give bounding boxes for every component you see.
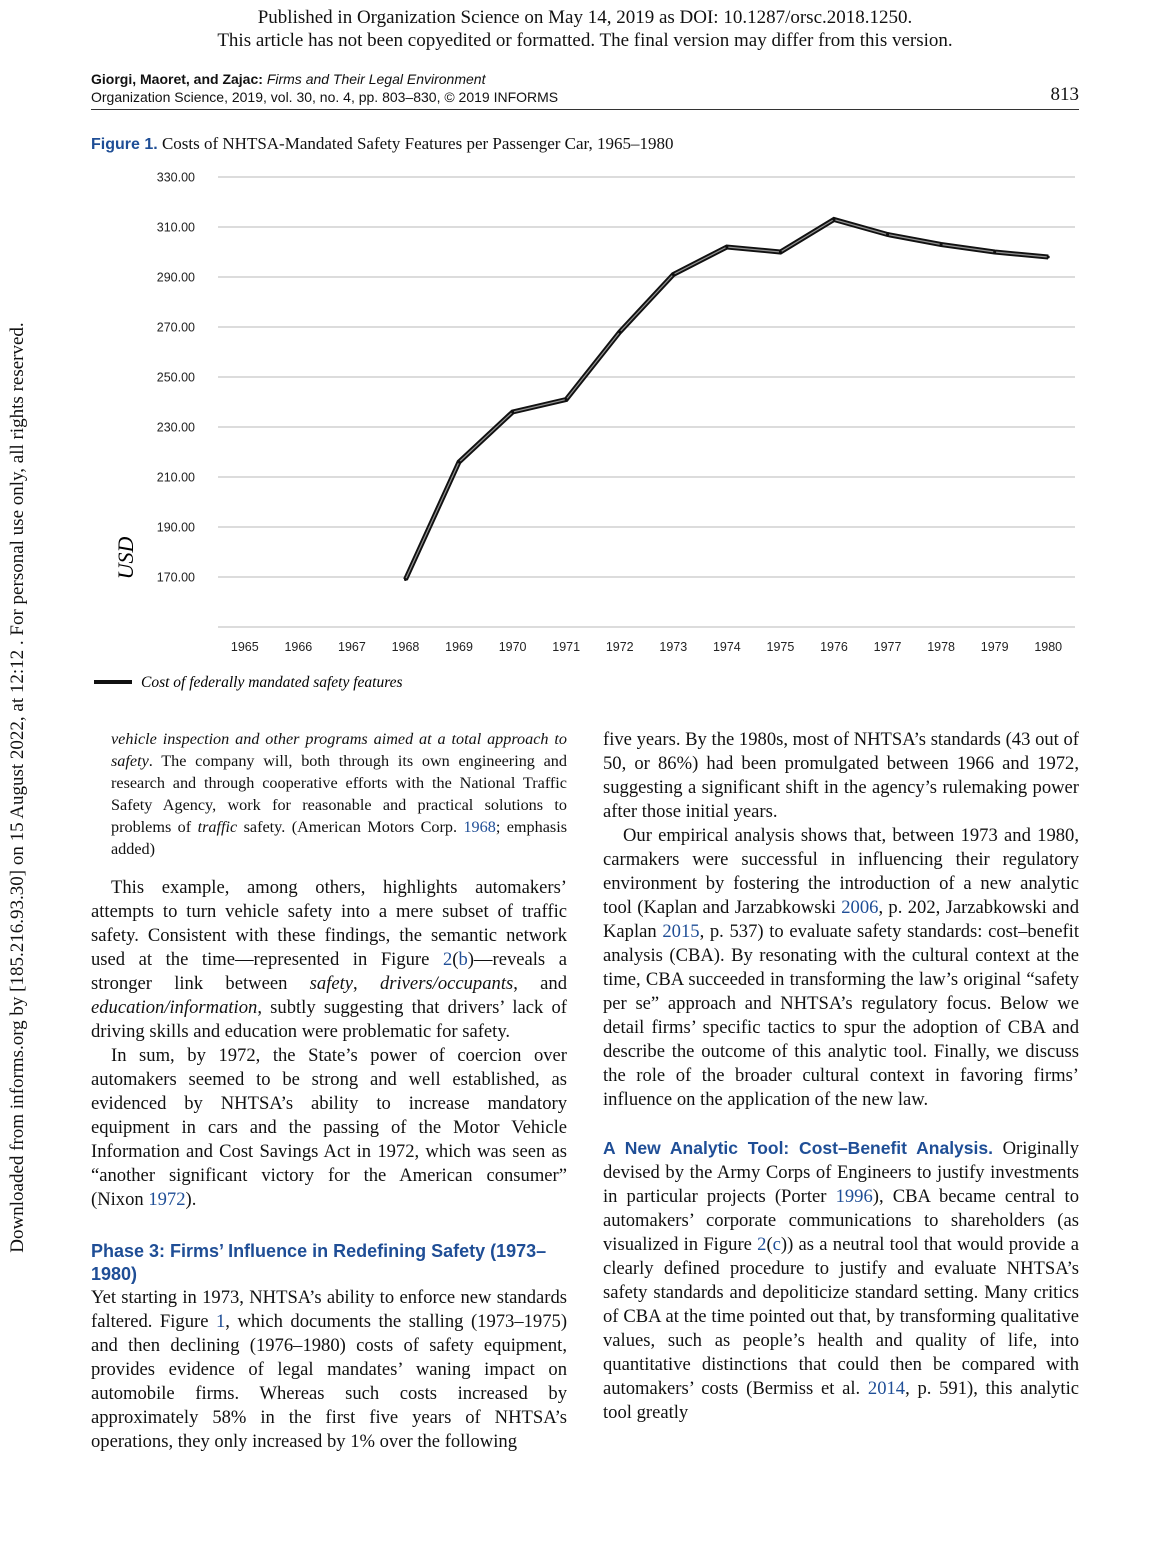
figure-link[interactable]: 1 [216,1311,226,1332]
y-tick-label: 190.00 [157,521,195,535]
series-line-highlight [404,218,1049,580]
x-tick-label: 1980 [1034,640,1062,654]
x-tick-label: 1975 [767,640,795,654]
citation-link[interactable]: 1968 [463,818,496,836]
data-point-1974 [725,245,729,249]
figure-link[interactable]: 2 [442,949,453,970]
legend-label: Cost of federally mandated safety featur… [141,674,403,691]
running-head-journal: Organization Science, 2019, vol. 30, no.… [91,89,559,105]
figure-label: Figure 1. [91,136,158,153]
quote-text: . The company will, both through its own… [111,752,567,836]
paragraph: five years. By the 1980s, most of NHTSA’… [603,729,1079,822]
y-tick-label: 230.00 [157,421,195,435]
figure-panel-link[interactable]: c [772,1234,781,1255]
x-tick-label: 1974 [713,640,741,654]
publication-notice: Published in Organization Science on May… [0,6,1170,52]
x-tick-label: 1973 [659,640,687,654]
notice-line-2: This article has not been copyedited or … [217,30,953,51]
y-tick-label: 310.00 [157,221,195,235]
quote-emphasis: traffic [197,818,238,836]
cost-line-chart: 170.00 190.00 210.00 230.00 250.00 270.00 290.… [94,171,1075,691]
data-point-1978 [939,243,943,246]
x-tick-label: 1977 [874,640,902,654]
y-axis-label: USD [113,537,138,580]
x-tick-label: 1979 [981,640,1009,654]
block-quote: vehicle inspection and other programs ai… [91,728,567,860]
figure-link[interactable]: 2 [757,1234,767,1255]
x-tick-label: 1966 [284,640,312,654]
data-point-1976 [832,218,836,221]
quote-end: ; emphasis added) [111,818,567,858]
running-head: Giorgi, Maoret, and Zajac: Firms and The… [91,70,1079,106]
chart-legend: Cost of federally mandated safety featur… [94,674,403,691]
x-tick-label: 1968 [392,640,420,654]
data-point-1975 [778,250,782,254]
y-tick-label: 210.00 [157,471,195,485]
data-point-1969 [457,460,461,464]
paragraph: This example, among others, highlights a… [91,877,567,1042]
x-tick-label: 1971 [552,640,580,654]
figure-caption-text: Costs of NHTSA-Mandated Safety Features … [161,134,674,153]
citation-link[interactable]: 2014 [867,1378,906,1399]
x-tick-label: 1967 [338,640,366,654]
data-point-1980 [1046,255,1050,259]
x-tick-label: 1970 [499,640,527,654]
series-line-outline [403,216,1049,581]
figure-caption: Figure 1. Costs of NHTSA-Mandated Safety… [91,134,674,154]
header-rule [91,109,1079,110]
chart-series [403,216,1050,581]
x-tick-labels: 1965 1966 1967 1968 1969 1970 1971 1972 1973 1974… [231,640,1062,654]
x-tick-label: 1969 [445,640,473,654]
citation-link[interactable]: 1996 [835,1186,873,1207]
data-point-1973 [671,273,675,276]
data-point-1971 [564,398,568,401]
y-tick-label: 290.00 [157,271,195,285]
quote-italic: vehicle inspection and other programs ai… [111,730,567,770]
y-tick-labels: 170.00 190.00 210.00 230.00 250.00 270.00 290.… [157,171,195,585]
y-tick-label: 270.00 [157,321,195,335]
chart-grid [218,176,1075,628]
running-head-authors: Giorgi, Maoret, and Zajac: [91,71,263,87]
left-column: vehicle inspection and other programs ai… [91,728,567,1454]
data-point-1972 [618,330,622,334]
paragraph: Yet starting in 1973, NHTSA’s ability to… [91,1287,568,1452]
citation-link[interactable]: 1972 [148,1189,186,1210]
x-tick-label: 1972 [606,640,634,654]
x-tick-label: 1978 [927,640,955,654]
x-tick-label: 1965 [231,640,259,654]
paragraph: A New Analytic Tool: Cost–Benefit Analys… [603,1138,1079,1423]
figure-panel-link[interactable]: b [458,949,468,970]
paragraph: Our empirical analysis shows that, betwe… [603,825,1080,1110]
y-tick-label: 250.00 [157,371,195,385]
data-point-1979 [993,250,997,254]
subsection-heading: A New Analytic Tool: Cost–Benefit Analys… [603,1138,993,1158]
data-point-1970 [511,410,515,414]
citation-link[interactable]: 2006 [841,897,879,918]
data-point-1968 [403,578,407,581]
data-point-1977 [886,233,890,236]
citation-link[interactable]: 2015 [662,921,700,942]
y-tick-label: 330.00 [157,171,195,185]
right-column: five years. By the 1980s, most of NHTSA’… [603,728,1079,1425]
running-head-title: Firms and Their Legal Environment [266,71,486,87]
quote-source: safety. (American Motors Corp. [237,818,464,836]
paragraph: In sum, by 1972, the State’s power of co… [91,1045,567,1210]
section-heading: Phase 3: Firms’ Influence in Redefining … [91,1241,547,1284]
page-number: 813 [1050,84,1080,105]
y-tick-label: 170.00 [157,571,195,585]
notice-line-1: Published in Organization Science on May… [257,7,913,28]
x-tick-label: 1976 [820,640,848,654]
